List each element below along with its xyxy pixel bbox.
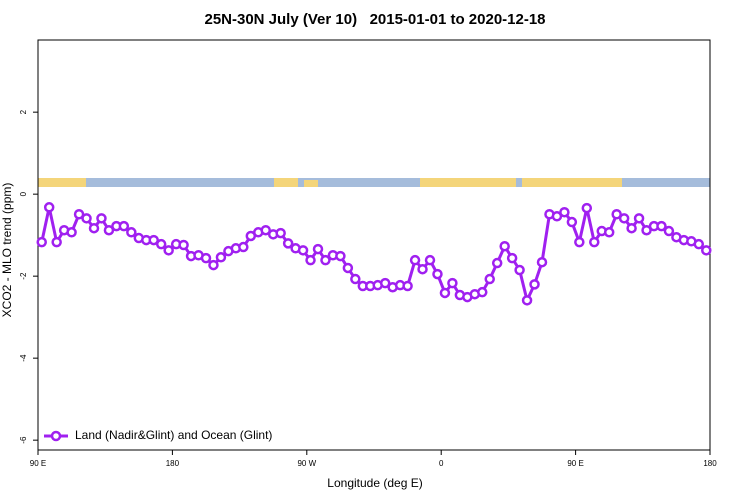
point bbox=[282, 238, 294, 249]
point bbox=[402, 280, 413, 292]
point bbox=[432, 268, 443, 280]
y-tick-label: 0 bbox=[19, 191, 28, 196]
x-tick-label: 90 E bbox=[30, 459, 46, 468]
point bbox=[208, 259, 219, 271]
point bbox=[275, 227, 286, 239]
point bbox=[118, 220, 130, 232]
point bbox=[163, 245, 174, 256]
point bbox=[506, 252, 518, 264]
x-axis-label: Longitude (deg E) bbox=[327, 476, 422, 490]
y-tick-label: -6 bbox=[19, 436, 28, 444]
point bbox=[529, 279, 540, 290]
point bbox=[66, 227, 77, 238]
point bbox=[320, 254, 331, 266]
point bbox=[305, 254, 316, 266]
point bbox=[238, 241, 249, 253]
point bbox=[589, 236, 600, 248]
point bbox=[663, 225, 675, 237]
point bbox=[574, 236, 585, 248]
y-tick-label: -2 bbox=[19, 272, 28, 280]
point bbox=[424, 254, 436, 266]
x-tick-label: 90 W bbox=[297, 459, 316, 468]
point bbox=[701, 245, 712, 256]
point bbox=[566, 216, 578, 228]
point bbox=[551, 211, 563, 222]
point bbox=[73, 209, 85, 220]
y-tick-label: -4 bbox=[19, 354, 28, 362]
point bbox=[379, 277, 391, 289]
point bbox=[335, 250, 346, 262]
point bbox=[200, 252, 212, 264]
point bbox=[656, 220, 667, 232]
legend-label: Land (Nadir&Glint) and Ocean (Glint) bbox=[75, 428, 272, 442]
point bbox=[536, 256, 548, 268]
point bbox=[603, 227, 615, 238]
point bbox=[633, 213, 645, 224]
point bbox=[342, 262, 354, 274]
point bbox=[499, 240, 510, 252]
chart-title: 25N-30N July (Ver 10) 2015-01-01 to 2020… bbox=[204, 11, 545, 28]
point bbox=[103, 224, 115, 236]
y-tick-label: 2 bbox=[19, 109, 28, 114]
point bbox=[417, 263, 428, 275]
legend-marker bbox=[50, 430, 62, 442]
point bbox=[559, 206, 570, 218]
x-tick-label: 180 bbox=[166, 459, 180, 468]
point bbox=[514, 264, 525, 276]
point bbox=[611, 209, 622, 220]
point bbox=[297, 245, 309, 256]
y-axis-label: XCO2 - MLO trend (ppm) bbox=[0, 183, 14, 318]
point bbox=[491, 257, 503, 269]
point bbox=[81, 213, 92, 224]
point bbox=[521, 295, 533, 306]
point bbox=[88, 222, 100, 234]
land-ocean-strip bbox=[38, 178, 710, 187]
point bbox=[641, 224, 652, 236]
point bbox=[477, 286, 488, 298]
point bbox=[312, 243, 324, 255]
point bbox=[260, 224, 271, 236]
point bbox=[155, 238, 167, 250]
x-tick-label: 0 bbox=[439, 459, 444, 468]
point bbox=[447, 277, 458, 289]
point bbox=[148, 234, 159, 246]
point bbox=[126, 227, 137, 238]
plot-frame bbox=[37, 39, 711, 451]
x-tick-label: 90 E bbox=[567, 459, 583, 468]
point bbox=[618, 213, 630, 224]
point bbox=[439, 287, 451, 299]
x-tick-label: 180 bbox=[703, 459, 717, 468]
point bbox=[693, 238, 705, 250]
point bbox=[581, 202, 593, 214]
point bbox=[178, 239, 189, 251]
point bbox=[43, 202, 55, 213]
point bbox=[350, 273, 361, 285]
point bbox=[96, 213, 107, 224]
point bbox=[51, 236, 62, 248]
point bbox=[626, 222, 637, 234]
point bbox=[215, 252, 227, 263]
point bbox=[36, 236, 47, 248]
point bbox=[409, 254, 421, 266]
point bbox=[484, 273, 495, 285]
